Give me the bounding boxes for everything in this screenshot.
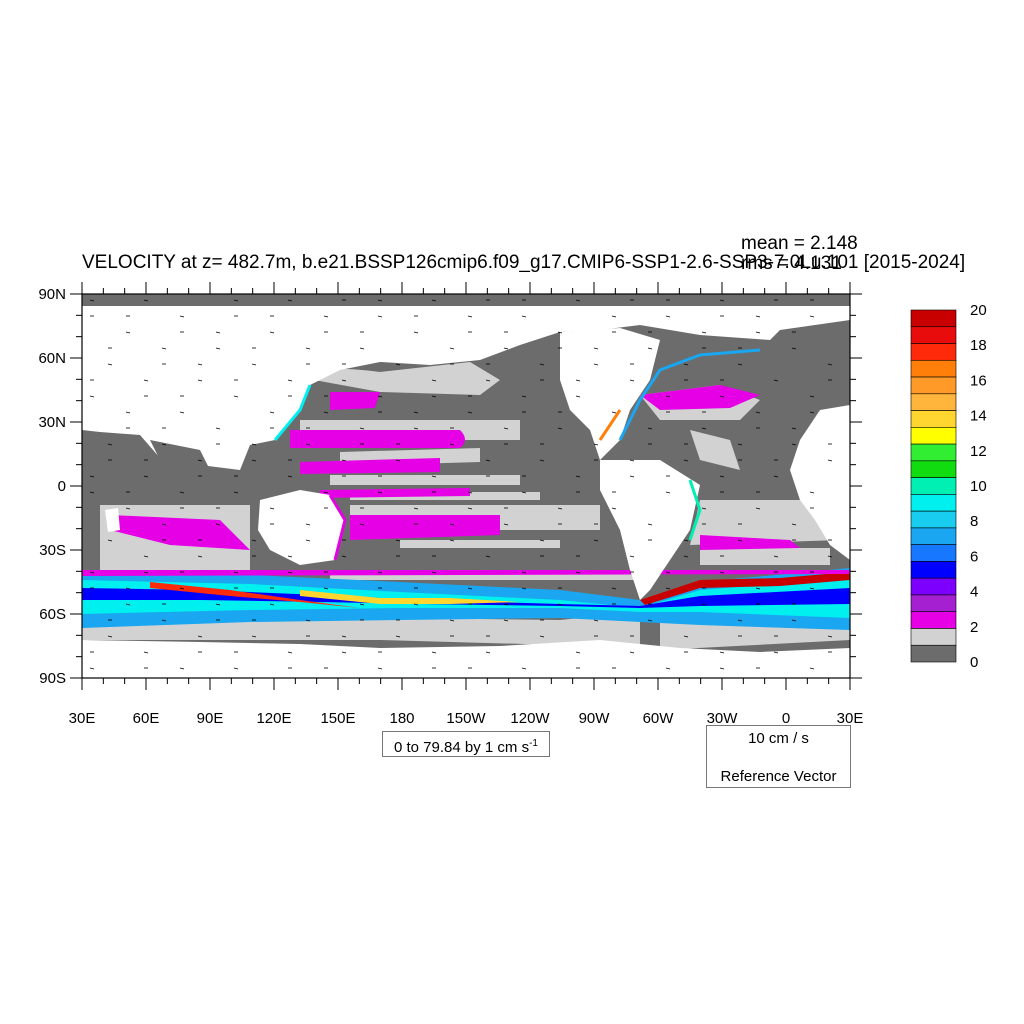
lon-label: 30E <box>69 710 96 727</box>
colorbar-swatch <box>910 644 957 663</box>
stat-mean: mean = 2.148 <box>741 233 858 254</box>
plot-title: VELOCITY at z= 482.7m, b.e21.BSSP126cmip… <box>82 252 966 273</box>
colorbar-swatch <box>910 477 957 495</box>
colorbar-swatch <box>910 594 957 613</box>
stat-rms: rms = 4.131 <box>741 253 842 274</box>
colorbar-swatch <box>910 309 957 328</box>
lat-label: 30N <box>38 414 66 431</box>
colorbar-label: 8 <box>970 513 978 530</box>
colorbar-swatch <box>910 376 957 395</box>
coastal-currents <box>273 348 761 561</box>
lat-label: 60N <box>38 350 66 367</box>
colorbar-swatch <box>910 410 957 428</box>
land <box>82 306 850 678</box>
lon-label: 60E <box>133 710 160 727</box>
reference-vector-magnitude: 10 cm / s <box>748 730 809 747</box>
lat-label: 90N <box>38 286 66 303</box>
lon-label: 150E <box>320 710 355 727</box>
colorbar-swatch <box>910 494 957 512</box>
lat-label: 0 <box>58 478 66 495</box>
colorbar-swatch <box>910 544 957 562</box>
colorbar-label: 4 <box>970 584 978 601</box>
colorbar-label: 16 <box>970 372 987 389</box>
colorbar-label: 20 <box>970 302 987 319</box>
lat-label: 30S <box>39 542 66 559</box>
colorbar-swatch <box>910 611 957 629</box>
lon-label: 180 <box>389 710 414 727</box>
axis-ticks <box>70 282 862 690</box>
lon-label: 30E <box>837 710 864 727</box>
colorbar-label: 18 <box>970 337 987 354</box>
lon-label: 150W <box>446 710 486 727</box>
colorbar <box>910 309 957 663</box>
colorbar-swatch <box>910 577 957 596</box>
colorbar-label: 14 <box>970 408 987 425</box>
colorbar-swatch <box>910 561 957 579</box>
colorbar-label: 10 <box>970 478 987 495</box>
lat-label: 60S <box>39 606 66 623</box>
colorbar-label: 6 <box>970 548 978 565</box>
colorbar-label: 12 <box>970 443 987 460</box>
contour-range-label: 0 to 79.84 by 1 cm s-1 <box>382 731 550 757</box>
colorbar-swatch <box>910 443 957 462</box>
colorbar-swatch <box>910 427 957 445</box>
lon-label: 30W <box>707 710 739 727</box>
colorbar-swatch <box>910 359 957 378</box>
range-unit-sup: -1 <box>529 738 538 749</box>
colorbar-label: 2 <box>970 619 978 636</box>
range-text: 0 to 79.84 by 1 cm s <box>394 739 530 756</box>
velocity-vectors <box>89 299 833 670</box>
lat-tick-labels: 90N 60N 30N 0 30S 60S 90S <box>38 286 66 687</box>
lon-label: 120E <box>256 710 291 727</box>
colorbar-swatch <box>910 393 957 411</box>
colorbar-label: 0 <box>970 654 978 671</box>
colorbar-swatch <box>910 510 957 529</box>
colorbar-swatch <box>910 343 957 361</box>
colorbar-swatch <box>910 527 957 545</box>
lon-tick-labels: 30E 60E 90E 120E 150E 180 150W 120W 90W 60W 30W 0 30… <box>69 710 864 727</box>
colorbar-swatch <box>910 326 957 344</box>
lon-label: 0 <box>782 710 790 727</box>
colorbar-swatch <box>910 628 957 646</box>
lat-label: 90S <box>39 670 66 687</box>
lon-label: 120W <box>510 710 550 727</box>
reference-vector-label: Reference Vector <box>720 768 837 785</box>
reference-vector-legend: 10 cm / s Reference Vector <box>706 725 851 788</box>
lon-label: 90W <box>579 710 611 727</box>
map-field <box>82 294 850 678</box>
colorbar-swatch <box>910 460 957 478</box>
lon-label: 60W <box>643 710 675 727</box>
southern-current <box>82 568 850 630</box>
magenta-bands <box>110 385 800 550</box>
lon-label: 90E <box>197 710 224 727</box>
